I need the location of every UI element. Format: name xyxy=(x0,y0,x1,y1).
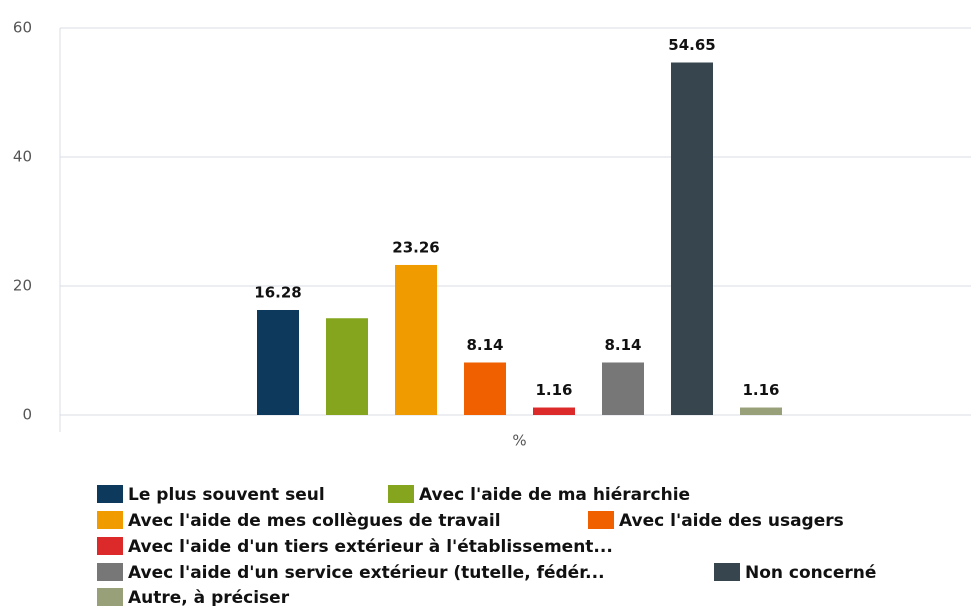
data-label: 8.14 xyxy=(604,336,641,354)
legend-label: Autre, à préciser xyxy=(128,588,290,606)
legend-label: Avec l'aide de mes collègues de travail xyxy=(128,511,501,531)
data-label: 8.14 xyxy=(466,336,503,354)
x-tick-label: % xyxy=(512,432,526,450)
y-tick-label: 40 xyxy=(13,148,32,166)
bar xyxy=(740,407,782,415)
bar xyxy=(464,362,506,415)
legend-swatch xyxy=(97,511,123,529)
legend-label: Avec l'aide d'un service extérieur (tute… xyxy=(128,563,605,583)
legend-swatch xyxy=(588,511,614,529)
y-tick-label: 20 xyxy=(13,277,32,295)
legend-label: Non concerné xyxy=(745,563,876,583)
bar xyxy=(533,407,575,415)
legend-label: Avec l'aide de ma hiérarchie xyxy=(419,485,690,505)
y-tick-label: 0 xyxy=(22,406,32,424)
legend-label: Le plus souvent seul xyxy=(128,485,325,505)
legend-label: Avec l'aide des usagers xyxy=(619,511,844,531)
legend-swatch xyxy=(714,563,740,581)
legend-swatch xyxy=(97,537,123,555)
data-label: 1.16 xyxy=(742,381,779,399)
bar xyxy=(326,318,368,415)
bar xyxy=(602,362,644,415)
legend-swatch xyxy=(388,485,414,503)
data-label: 23.26 xyxy=(392,238,439,256)
data-label: 1.16 xyxy=(535,381,572,399)
bar xyxy=(257,309,299,415)
y-tick-label: 60 xyxy=(13,19,32,37)
data-label: 16.28 xyxy=(254,283,301,301)
bar xyxy=(395,264,437,415)
legend-swatch xyxy=(97,588,123,606)
data-label: 54.65 xyxy=(668,36,715,54)
bar xyxy=(671,62,713,415)
legend-swatch xyxy=(97,485,123,503)
legend-swatch xyxy=(97,563,123,581)
legend-label: Avec l'aide d'un tiers extérieur à l'éta… xyxy=(128,537,613,557)
